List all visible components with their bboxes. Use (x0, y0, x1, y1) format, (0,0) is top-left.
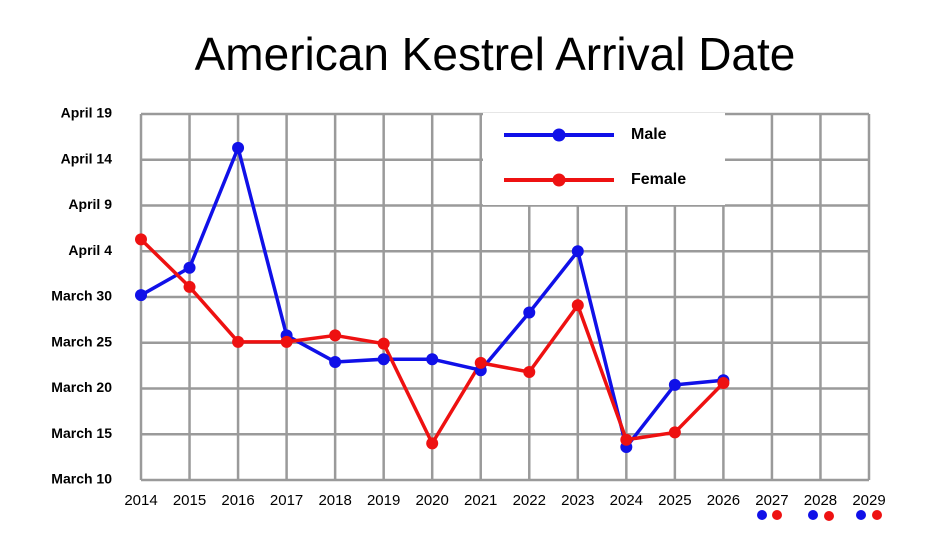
point (280, 335, 293, 348)
legend-marker (552, 128, 566, 142)
point (571, 299, 584, 312)
point (135, 233, 147, 246)
dot (808, 510, 818, 520)
y-tick-label: March 20 (51, 379, 112, 395)
x-tick-label: 2016 (221, 492, 254, 509)
point (668, 426, 681, 439)
x-tick-label: 2023 (561, 492, 594, 509)
y-tick-label: April 9 (68, 196, 112, 212)
point (571, 245, 584, 258)
point (183, 261, 196, 274)
x-tick-label: 2026 (707, 492, 740, 509)
y-tick-label: March 30 (51, 288, 112, 304)
y-tick-label: April 4 (68, 242, 112, 258)
x-tick-label: 2019 (367, 492, 400, 509)
x-tick-label: 2024 (610, 492, 643, 509)
point (329, 329, 342, 342)
point (426, 353, 439, 366)
point (474, 356, 487, 369)
point (377, 353, 390, 366)
point (377, 337, 390, 350)
x-tick-label: 2015 (173, 492, 206, 509)
legend: Male Female (483, 113, 725, 205)
legend-label: Female (631, 171, 686, 188)
x-tick-label: 2028 (804, 492, 837, 509)
point (523, 366, 536, 379)
point (668, 378, 681, 391)
point (620, 433, 633, 446)
legend-label: Male (631, 126, 667, 143)
point (329, 355, 342, 368)
y-tick-label: March 10 (51, 471, 112, 487)
x-tick-label: 2025 (658, 492, 691, 509)
grid: March 10 March 15 March 20 March 25 March 30… (51, 105, 885, 509)
point (523, 306, 536, 319)
point (717, 377, 730, 390)
x-tick-label: 2029 (852, 492, 885, 509)
point (135, 289, 147, 302)
x-tick-label: 2027 (755, 492, 788, 509)
x-tick-label: 2017 (270, 492, 303, 509)
decoration-dots (757, 510, 882, 521)
x-tick-label: 2018 (318, 492, 351, 509)
point (426, 437, 439, 450)
x-tick-label: 2022 (513, 492, 546, 509)
dot (872, 510, 882, 520)
x-tick-label: 2014 (124, 492, 157, 509)
dot (772, 510, 782, 520)
x-tick-label: 2021 (464, 492, 497, 509)
point (232, 335, 245, 348)
point (183, 280, 196, 293)
plot (135, 141, 730, 454)
x-tick-label: 2020 (416, 492, 449, 509)
point (232, 141, 245, 154)
y-tick-label: April 14 (61, 150, 113, 166)
dot (856, 510, 866, 520)
y-tick-label: March 25 (51, 333, 112, 349)
dot (824, 511, 834, 521)
legend-marker (552, 173, 566, 187)
chart-title: American Kestrel Arrival Date (195, 28, 796, 80)
y-tick-label: March 15 (51, 425, 112, 441)
dot (757, 510, 767, 520)
legend-box (483, 113, 725, 205)
y-tick-label: April 19 (61, 105, 113, 121)
